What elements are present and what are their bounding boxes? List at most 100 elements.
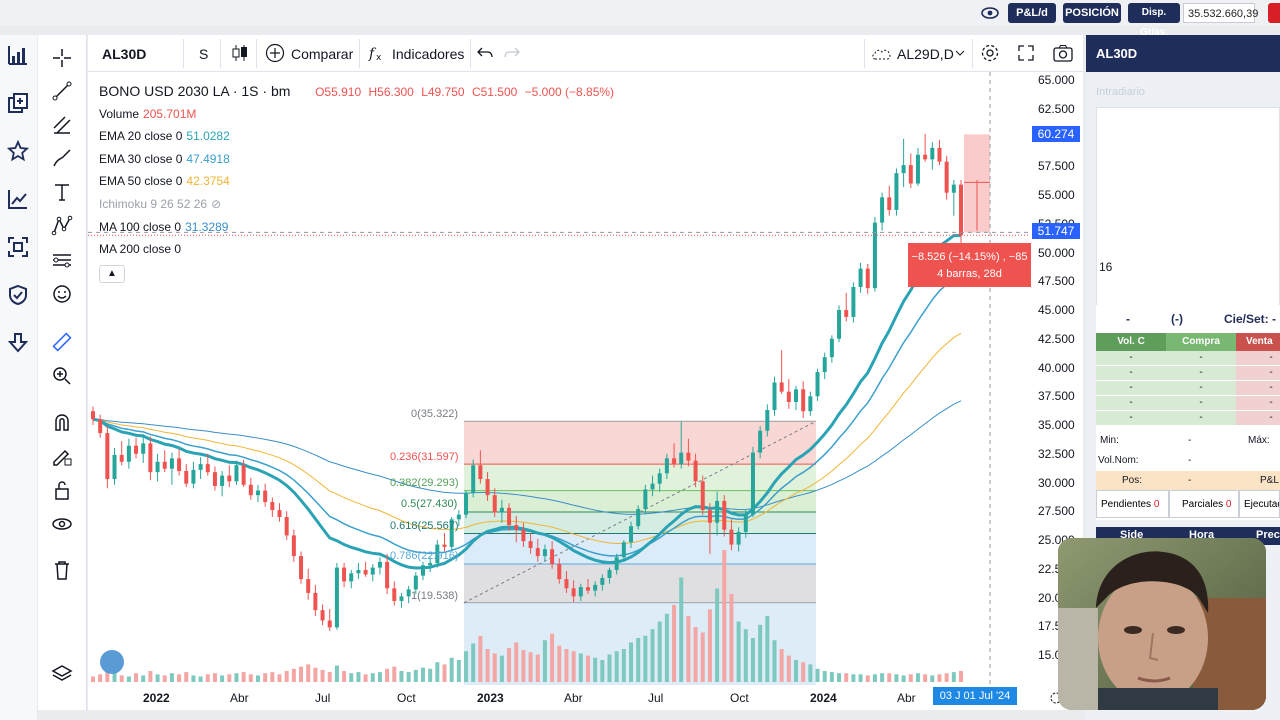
volume-bar — [528, 652, 533, 682]
visibility-icon[interactable] — [49, 511, 75, 537]
volume-bar — [205, 674, 210, 682]
candle-body — [320, 610, 325, 621]
col-compra: Compra — [1166, 333, 1236, 351]
fib-level-786: 0.786(22.916) — [390, 550, 459, 562]
candle-body — [449, 519, 454, 547]
candle-body — [169, 458, 174, 469]
gear-icon[interactable] — [977, 40, 1003, 66]
hidden-eye-icon[interactable]: ⊘ — [211, 196, 222, 211]
emoji-icon[interactable] — [49, 281, 75, 307]
chart-icon[interactable] — [5, 42, 31, 68]
star-icon[interactable] — [5, 138, 31, 164]
volume-bar — [313, 667, 318, 682]
redo-icon[interactable] — [499, 40, 525, 66]
time-axis[interactable]: 2022 Abr Jul Oct 2023 Abr Jul Oct 2024 Abr — [88, 687, 1030, 710]
trendline-icon[interactable] — [49, 78, 75, 104]
interval-button[interactable]: S — [199, 46, 209, 62]
min-value: - — [1188, 435, 1192, 446]
lock-icon[interactable] — [49, 477, 75, 503]
camera-icon[interactable] — [1050, 40, 1076, 66]
book-cell: - — [1096, 411, 1166, 425]
magnet-icon[interactable] — [49, 409, 75, 435]
volume-bar — [923, 674, 928, 682]
position-button[interactable]: POSICIÓN — [1063, 3, 1121, 23]
intraday-value: 16 — [1099, 260, 1113, 274]
volume-bar — [442, 664, 447, 682]
webcam-overlay — [1058, 538, 1266, 710]
fib-level-382: 0.382(29.293) — [390, 477, 459, 489]
forecast-icon[interactable] — [49, 247, 75, 273]
layout-name[interactable]: AL29D,D — [897, 46, 954, 62]
volume-bar — [564, 649, 569, 682]
volume-bar — [951, 672, 956, 682]
candles-icon[interactable] — [227, 40, 253, 66]
volume-label[interactable]: Volume — [99, 106, 140, 121]
presenter-video — [1058, 538, 1266, 710]
trend-icon[interactable] — [5, 186, 31, 212]
tab-pendientes[interactable]: Pendientes 0 — [1096, 490, 1169, 518]
ichimoku-label[interactable]: Ichimoku 9 26 52 26 — [99, 196, 208, 211]
candle-body — [915, 154, 920, 184]
draw-mode-icon[interactable] — [49, 443, 75, 469]
ma200-label[interactable]: MA 200 close 0 — [99, 242, 182, 257]
candle-body — [786, 391, 791, 402]
ema20-label[interactable]: EMA 20 close 0 — [99, 129, 183, 144]
ema30-label[interactable]: EMA 30 close 0 — [99, 151, 183, 166]
candle-body — [765, 410, 770, 431]
focus-icon[interactable] — [5, 234, 31, 260]
candle-body — [593, 584, 598, 591]
candle-body — [930, 147, 935, 160]
candle-body — [227, 475, 232, 482]
book-cell: - — [1096, 366, 1166, 380]
tv-logo-icon — [100, 650, 124, 674]
pattern-icon[interactable] — [49, 213, 75, 239]
volume-bar — [392, 666, 397, 682]
candle-body — [564, 579, 569, 589]
collapse-legend-button[interactable]: ▲ — [99, 264, 125, 283]
undo-icon[interactable] — [472, 40, 498, 66]
ruler-icon[interactable] — [49, 329, 75, 355]
volume-bar — [679, 577, 684, 682]
ma100-label[interactable]: MA 100 close 0 — [99, 219, 182, 234]
price-chart[interactable] — [88, 72, 1083, 710]
volume-bar — [865, 675, 870, 682]
volume-bar — [593, 657, 598, 682]
order-book: - (-) Cie/Set: - Vol. C Compra Venta ---… — [1096, 305, 1280, 520]
time-tick: Oct — [397, 691, 416, 705]
add-compare-icon[interactable] — [262, 40, 288, 66]
pl-daily-button[interactable]: P&L/d — [1008, 3, 1056, 23]
crosshair-icon[interactable] — [49, 45, 75, 71]
trash-icon[interactable] — [49, 557, 75, 583]
ema50-label[interactable]: EMA 50 close 0 — [99, 174, 183, 189]
compare-button[interactable]: Comparar — [291, 46, 354, 62]
price-tick: 42.500 — [1038, 331, 1075, 346]
shield-icon[interactable] — [5, 282, 31, 308]
candle-body — [442, 544, 447, 547]
brush-icon[interactable] — [49, 145, 75, 171]
text-icon[interactable] — [49, 179, 75, 205]
layers-icon[interactable] — [49, 661, 75, 687]
chevron-down-icon[interactable] — [952, 40, 968, 66]
fullscreen-icon[interactable] — [1013, 40, 1039, 66]
zoom-icon[interactable] — [49, 363, 75, 389]
symbol-search[interactable]: AL30D — [102, 46, 147, 62]
chart-area[interactable] — [88, 72, 1083, 710]
tab-ejecutadas[interactable]: Ejecutadas — [1239, 490, 1280, 518]
indicators-button[interactable]: Indicadores — [392, 46, 465, 62]
candle-body — [385, 561, 390, 589]
candle-body — [499, 507, 504, 513]
cloud-icon — [868, 40, 894, 66]
candle-body — [291, 535, 296, 557]
volume-bar — [406, 672, 411, 682]
alert-button[interactable] — [1268, 3, 1280, 23]
volume-bar — [478, 635, 483, 682]
download-icon[interactable] — [5, 330, 31, 356]
tab-parciales[interactable]: Parciales 0 — [1169, 490, 1239, 518]
pitchfork-icon[interactable] — [49, 112, 75, 138]
orders-icon[interactable] — [5, 90, 31, 116]
eye-icon[interactable] — [978, 0, 1002, 26]
position-row — [1096, 471, 1280, 491]
symbol-title[interactable]: BONO USD 2030 LA · 1S · bm — [99, 83, 291, 99]
price-axis[interactable]: 65.00062.50060.00057.50055.00052.50050.0… — [1030, 72, 1083, 687]
